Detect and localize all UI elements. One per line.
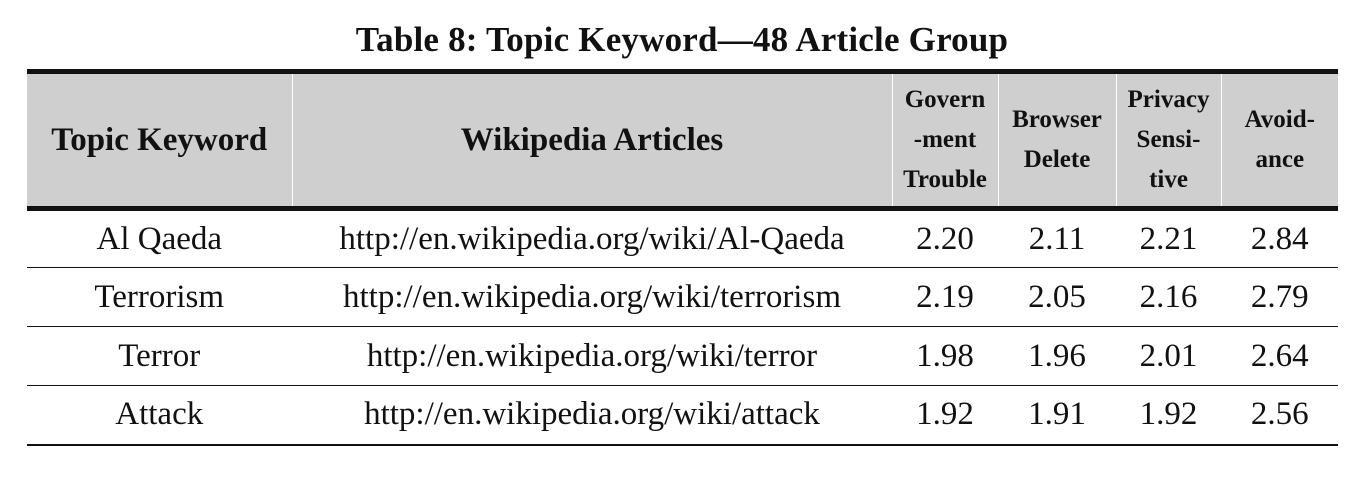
header-government-trouble: Govern -ment Trouble <box>892 69 999 211</box>
cell-government: 2.20 <box>892 208 999 268</box>
header-avoidance-line-1: Avoid- <box>1244 106 1315 133</box>
cell-browser: 1.91 <box>998 385 1117 446</box>
header-browser-line-1: Browser <box>1012 106 1102 133</box>
cell-browser: 2.11 <box>998 208 1117 268</box>
table-caption: Table 8: Topic Keyword—48 Article Group <box>355 20 1009 59</box>
cell-avoidance: 2.64 <box>1221 326 1338 386</box>
cell-avoidance: 2.56 <box>1221 385 1338 446</box>
header-privacy-line-2: Sensi- <box>1136 126 1201 153</box>
cell-topic: Terrorism <box>27 267 293 327</box>
header-avoidance-line-2: ance <box>1255 146 1305 173</box>
cell-government: 1.92 <box>892 385 999 446</box>
header-government-line-1: Govern <box>904 86 986 113</box>
table-header-row: Topic Keyword Wikipedia Articles Govern … <box>27 69 1338 211</box>
table-row: Terrorism http://en.wikipedia.org/wiki/t… <box>27 267 1338 327</box>
cell-privacy: 1.92 <box>1116 385 1222 446</box>
cell-article-url: http://en.wikipedia.org/wiki/Al-Qaeda <box>292 208 893 268</box>
header-government-line-3: Trouble <box>903 166 987 193</box>
cell-government: 1.98 <box>892 326 999 386</box>
header-privacy-sensitive: Privacy Sensi- tive <box>1116 69 1222 211</box>
table-row: Al Qaeda http://en.wikipedia.org/wiki/Al… <box>27 208 1338 268</box>
cell-topic: Terror <box>27 326 293 386</box>
topic-keyword-table: Topic Keyword Wikipedia Articles Govern … <box>27 69 1338 446</box>
header-browser-delete: Browser Delete <box>998 69 1117 211</box>
cell-privacy: 2.16 <box>1116 267 1222 327</box>
cell-article-url: http://en.wikipedia.org/wiki/attack <box>292 385 893 446</box>
header-privacy-line-1: Privacy <box>1127 86 1210 113</box>
cell-topic: Al Qaeda <box>27 208 293 268</box>
cell-government: 2.19 <box>892 267 999 327</box>
cell-avoidance: 2.84 <box>1221 208 1338 268</box>
header-avoidance: Avoid- ance <box>1221 69 1338 211</box>
header-browser-line-2: Delete <box>1023 146 1091 173</box>
cell-article-url: http://en.wikipedia.org/wiki/terror <box>292 326 893 386</box>
header-privacy-line-3: tive <box>1149 166 1188 193</box>
table-row: Attack http://en.wikipedia.org/wiki/atta… <box>27 385 1338 446</box>
cell-browser: 2.05 <box>998 267 1117 327</box>
table-row: Terror http://en.wikipedia.org/wiki/terr… <box>27 326 1338 386</box>
header-wikipedia-articles: Wikipedia Articles <box>292 69 893 211</box>
header-topic-keyword: Topic Keyword <box>27 69 293 211</box>
cell-article-url: http://en.wikipedia.org/wiki/terrorism <box>292 267 893 327</box>
cell-topic: Attack <box>27 385 293 446</box>
header-government-line-2: -ment <box>913 126 977 153</box>
cell-privacy: 2.01 <box>1116 326 1222 386</box>
cell-privacy: 2.21 <box>1116 208 1222 268</box>
cell-browser: 1.96 <box>998 326 1117 386</box>
cell-avoidance: 2.79 <box>1221 267 1338 327</box>
